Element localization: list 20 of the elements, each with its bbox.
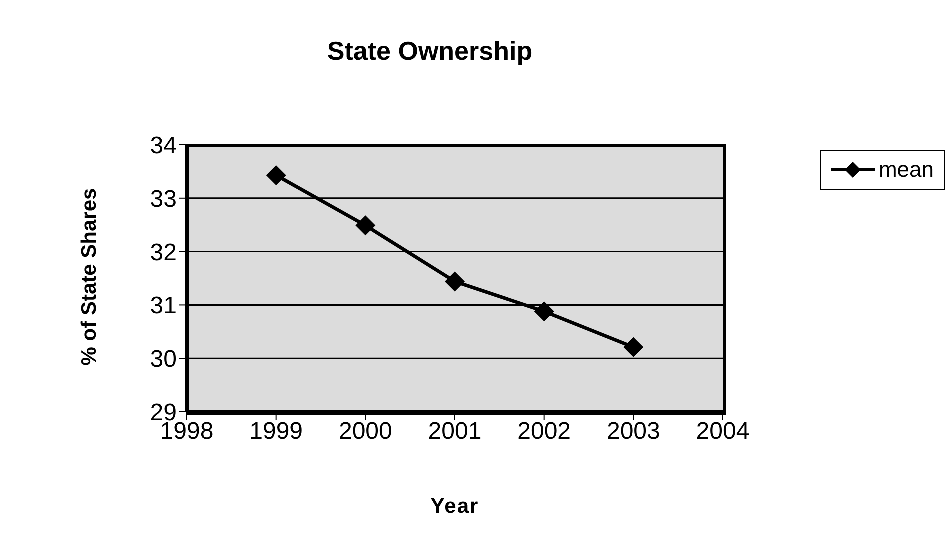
- x-tick-label: 2002: [518, 418, 572, 446]
- y-tick-label: 32: [150, 239, 177, 266]
- x-tick-label: 1999: [250, 418, 304, 446]
- x-tick-label: 2003: [606, 418, 660, 446]
- x-tick-label: 2004: [696, 418, 750, 446]
- chart-title: State Ownership: [326, 36, 534, 67]
- legend-label: mean: [878, 157, 934, 183]
- point: [356, 216, 376, 236]
- x-tick-label: 2000: [338, 418, 392, 446]
- y-tick-label: 34: [150, 132, 177, 160]
- x-tick-label: 2001: [428, 418, 482, 446]
- point: [624, 337, 644, 358]
- point: [266, 165, 286, 186]
- point: [534, 302, 554, 322]
- point: [445, 272, 465, 292]
- y-tick-label: 33: [150, 186, 177, 213]
- y-tick-label: 31: [150, 292, 177, 320]
- y-axis-title: % of State Shares: [78, 186, 102, 368]
- x-axis-title: Year: [430, 495, 480, 519]
- y-tick-label: 30: [150, 346, 177, 374]
